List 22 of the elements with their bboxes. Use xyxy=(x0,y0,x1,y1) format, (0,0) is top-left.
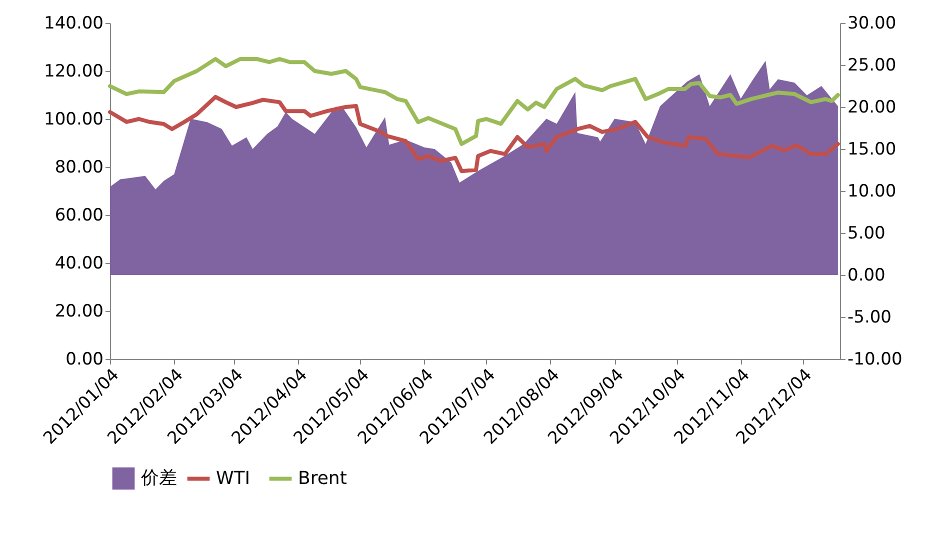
y-tick-label: 60.00 xyxy=(54,206,104,226)
line-series xyxy=(108,57,840,146)
y2-tick-label: -5.00 xyxy=(848,308,892,328)
y-tick-label: 20.00 xyxy=(54,302,104,322)
y2-tick-label: 10.00 xyxy=(848,182,896,202)
y-tick-label: 140.00 xyxy=(44,14,104,34)
y-tick-label: 120.00 xyxy=(44,62,104,82)
y-tick-label: 80.00 xyxy=(54,158,104,178)
y2-tick-label: 15.00 xyxy=(848,140,896,160)
legend-label: Brent xyxy=(298,468,347,489)
y-tick-label: 100.00 xyxy=(44,110,104,130)
y2-tick-label: 0.00 xyxy=(848,266,886,286)
legend-label: 价差 xyxy=(140,468,177,488)
y2-tick-label: 25.00 xyxy=(848,56,896,76)
y-tick-label: 40.00 xyxy=(54,254,104,274)
y2-tick-label: -10.00 xyxy=(848,350,902,370)
y2-tick-label: 5.00 xyxy=(848,224,886,244)
y2-tick-label: 20.00 xyxy=(848,98,896,118)
y-tick-label: 0.00 xyxy=(66,350,104,370)
y2-tick-label: 30.00 xyxy=(848,14,896,34)
legend-label: WTI xyxy=(216,468,250,489)
line-series xyxy=(108,94,840,174)
